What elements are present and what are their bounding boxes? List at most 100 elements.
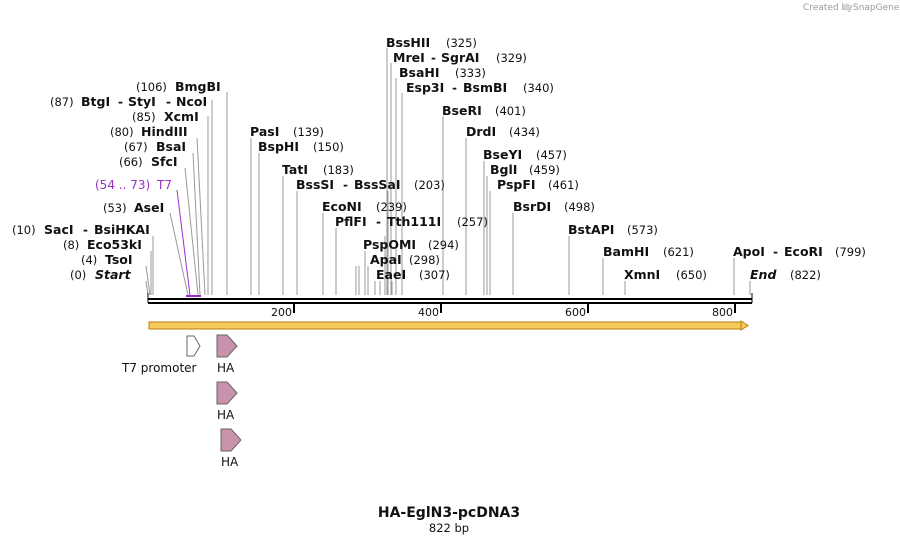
site-bstapi[interactable]: BstAPI (573) [568, 222, 658, 237]
feature-label-ha-1: HA [217, 361, 235, 375]
site-econi-pos: (239) [376, 200, 407, 214]
site-bsphi-name: BspHI [258, 139, 299, 154]
map-mark [148, 321, 742, 330]
site-econi[interactable]: EcoNI (239) [322, 199, 407, 214]
site-pflfi-pos: (257) [457, 215, 488, 229]
site-drdi-pos: (434) [509, 125, 540, 139]
site-tsoi[interactable]: (4) TsoI [81, 252, 133, 267]
site-tsoi-pos: (4) [81, 253, 97, 267]
leader-bsai [192, 152, 201, 296]
site-pasi-name: PasI [250, 124, 279, 139]
site-pflfi-name: PflFI [335, 214, 367, 229]
orf-arrow[interactable] [148, 320, 749, 331]
site-tati[interactable]: TatI (183) [282, 162, 354, 177]
site-pspfi[interactable]: PspFI (461) [497, 177, 579, 192]
site-eco53ki-pos: (8) [63, 238, 79, 252]
primer-name: T7 [156, 178, 172, 192]
site-eaei[interactable]: EaeI (307) [376, 267, 450, 282]
site-bmgbi[interactable]: (106) BmgBI [136, 79, 221, 94]
site-asei[interactable]: (53) AseI [103, 200, 164, 215]
site-bseri-pos: (401) [495, 104, 526, 118]
site-apoi-ecori[interactable]: ApoI - EcoRI (799) [733, 244, 866, 259]
site-mrei-pos: (329) [496, 51, 527, 65]
tick-label-600: 600 [565, 306, 586, 319]
site-btgi-styi-ncoi[interactable]: (87) BtgI - StyI - NcoI [50, 94, 207, 109]
map-mark [740, 320, 749, 331]
site-bseri[interactable]: BseRI (401) [442, 103, 526, 118]
site-mrei-sgrai[interactable]: MreI - SgrAI (329) [393, 50, 527, 65]
site-bstapi-name: BstAPI [568, 222, 614, 237]
leader-tsoi [145, 265, 151, 296]
site-esp3i-name: Esp3I [406, 80, 444, 95]
site-esp3i-pos: (340) [523, 81, 554, 95]
site-sfci[interactable]: (66) SfcI [119, 154, 178, 169]
site-hindiii[interactable]: (80) HindIII [110, 124, 188, 139]
site-btgi-pos: (87) [50, 95, 74, 109]
site-sfci-name: SfcI [151, 154, 178, 169]
site-leader-lines [145, 48, 751, 296]
site-bsphi[interactable]: BspHI (150) [258, 139, 344, 154]
feature-label-ha-2: HA [217, 408, 235, 422]
site-eco53ki-name: Eco53kI [87, 237, 142, 252]
site-apai-pos: (298) [409, 253, 440, 267]
site-start[interactable]: (0) Start [70, 267, 132, 282]
site-esp3i-bsmbi[interactable]: Esp3I - BsmBI (340) [406, 80, 554, 95]
site-bamhi-name: BamHI [603, 244, 649, 259]
site-pasi-pos: (139) [293, 125, 324, 139]
restriction-site-labels: BssHII (325) MreI - SgrAI (329) BsaHI (3… [12, 35, 866, 282]
site-bsahi-name: BsaHI [399, 65, 440, 80]
site-end[interactable]: End (822) [750, 267, 821, 282]
ha-arrow-icon [220, 428, 242, 452]
site-xmni[interactable]: XmnI (650) [624, 267, 707, 282]
site-bseyi-name: BseYI [483, 147, 522, 162]
site-eco53ki[interactable]: (8) Eco53kI [63, 237, 142, 252]
site-bsrdi-name: BsrDI [513, 199, 551, 214]
snapgene-logo-icon [843, 3, 851, 11]
site-bmgbi-pos: (106) [136, 80, 167, 94]
feature-ha-1[interactable]: HA [216, 334, 238, 375]
site-bsshii[interactable]: BssHII (325) [386, 35, 477, 50]
site-pspomi[interactable]: PspOMI (294) [363, 237, 459, 252]
site-bsai-pos: (67) [124, 140, 148, 154]
site-sgrai-name: SgrAI [441, 50, 479, 65]
site-bsai-name: BsaI [156, 139, 186, 154]
t7-promoter-arrow-icon [186, 335, 201, 357]
site-bseyi[interactable]: BseYI (457) [483, 147, 567, 162]
site-apai[interactable]: ApaI (298) [370, 252, 440, 267]
site-separator: - [118, 95, 123, 109]
site-bsmbi-name: BsmBI [463, 80, 507, 95]
site-pasi[interactable]: PasI (139) [250, 124, 324, 139]
feature-ha-2[interactable]: HA [216, 381, 238, 422]
site-bgli[interactable]: BglI (459) [490, 162, 560, 177]
site-separator: - [773, 245, 778, 259]
site-bamhi[interactable]: BamHI (621) [603, 244, 694, 259]
site-hindiii-name: HindIII [141, 124, 188, 139]
site-separator: - [431, 51, 436, 65]
site-apoi-name: ApoI [733, 244, 765, 259]
watermark-brand: SnapGene [853, 3, 900, 13]
site-separator: - [166, 95, 171, 109]
site-bsrdi[interactable]: BsrDI (498) [513, 199, 595, 214]
primer-t7[interactable]: (54 .. 73) T7 [95, 178, 201, 297]
site-bsphi-pos: (150) [313, 140, 344, 154]
site-xcmi-pos: (85) [132, 110, 156, 124]
watermark-created-by: Created by [803, 3, 853, 13]
site-bsahi[interactable]: BsaHI (333) [399, 65, 486, 80]
map-length: 822 bp [429, 521, 469, 535]
site-pflfi-tth111i[interactable]: PflFI - Tth111I (257) [335, 214, 488, 229]
site-saci-bsihkai[interactable]: (10) SacI - BsiHKAI [12, 222, 150, 237]
site-eaei-name: EaeI [376, 267, 406, 282]
feature-ha-3[interactable]: HA [220, 428, 242, 469]
feature-label-t7-promoter: T7 promoter [121, 361, 197, 375]
site-hindiii-pos: (80) [110, 125, 134, 139]
primer-leader-line [176, 189, 191, 296]
site-bsssai-name: BssSaI [354, 177, 401, 192]
site-saci-name: SacI [44, 222, 74, 237]
site-pspomi-name: PspOMI [363, 237, 416, 252]
feature-t7-promoter[interactable]: T7 promoter [121, 335, 201, 375]
site-drdi[interactable]: DrdI (434) [466, 124, 540, 139]
site-xcmi[interactable]: (85) XcmI [132, 109, 199, 124]
site-bsssi-bsssai[interactable]: BssSI - BssSaI (203) [296, 177, 445, 192]
site-bsai[interactable]: (67) BsaI [124, 139, 186, 154]
